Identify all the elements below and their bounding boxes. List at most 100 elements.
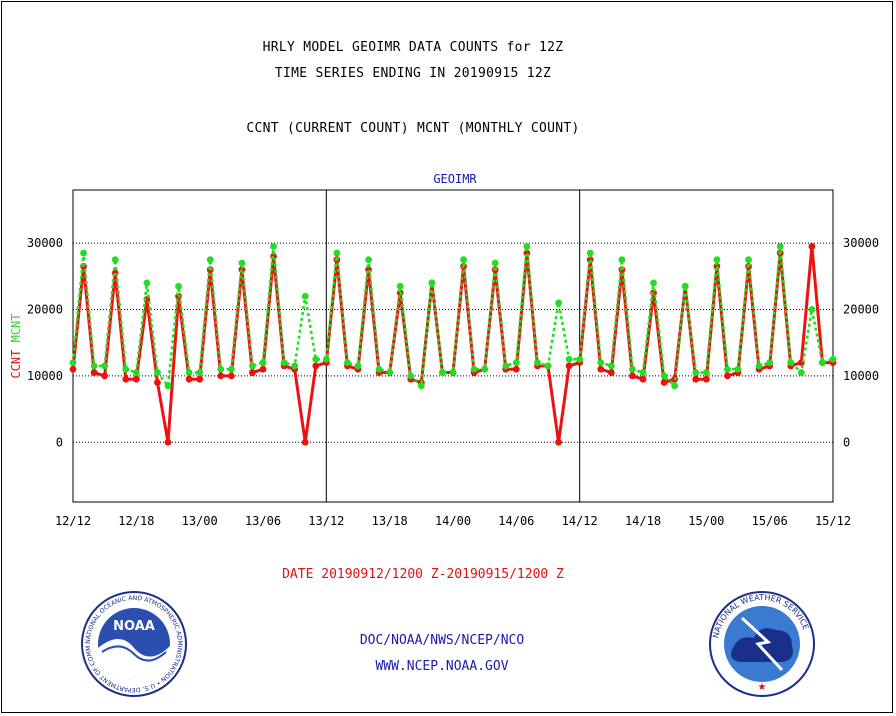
data-point-mcnt <box>175 282 182 290</box>
data-point-mcnt <box>111 256 119 264</box>
data-point-ccnt <box>196 375 204 383</box>
data-point-ccnt <box>565 362 573 370</box>
data-point-mcnt <box>417 382 425 390</box>
data-point-mcnt <box>502 362 510 370</box>
data-point-ccnt <box>249 369 256 376</box>
data-point-mcnt <box>249 362 256 370</box>
data-point-ccnt <box>629 372 636 380</box>
data-point-ccnt <box>259 365 267 373</box>
data-point-mcnt <box>766 359 774 366</box>
data-point-mcnt <box>460 256 467 264</box>
svg-text:★: ★ <box>758 682 767 693</box>
x-tick-label: 13/12 <box>308 514 344 528</box>
data-point-mcnt <box>291 362 299 370</box>
data-point-ccnt <box>122 375 130 383</box>
plot-area <box>72 189 834 503</box>
data-point-mcnt <box>544 362 552 370</box>
data-point-ccnt <box>69 365 77 373</box>
data-point-mcnt <box>439 369 446 376</box>
y-tick-label-right: 0 <box>843 435 850 449</box>
series-line-ccnt <box>71 244 833 444</box>
data-point-mcnt <box>629 365 636 373</box>
data-point-mcnt <box>534 359 541 366</box>
data-point-ccnt <box>90 369 98 376</box>
data-point-ccnt <box>301 438 309 446</box>
data-point-mcnt <box>565 355 573 363</box>
data-point-ccnt <box>227 372 235 380</box>
noaa-logo-text: NOAA <box>113 619 155 634</box>
y-tick-label-left: 30000 <box>27 236 63 250</box>
data-point-mcnt <box>523 243 531 250</box>
data-point-mcnt <box>122 365 130 373</box>
noaa-logo-icon: NOAA NATIONAL OCEANIC AND ATMOSPHERIC AD… <box>80 590 187 697</box>
data-point-ccnt <box>164 438 172 446</box>
data-point-mcnt <box>365 256 372 264</box>
data-point-ccnt <box>217 372 225 380</box>
data-point-ccnt <box>512 365 520 373</box>
data-point-mcnt <box>470 365 478 373</box>
data-point-mcnt <box>143 279 151 287</box>
url-link[interactable]: WWW.NCEP.NOAA.GOV <box>375 659 509 674</box>
data-point-mcnt <box>227 365 235 373</box>
data-point-mcnt <box>797 369 805 376</box>
x-tick-label: 13/00 <box>182 514 218 528</box>
data-point-mcnt <box>206 256 214 264</box>
data-point-mcnt <box>702 369 710 376</box>
data-point-mcnt <box>734 365 742 373</box>
y-tick-label-left: 20000 <box>27 302 63 316</box>
data-point-mcnt <box>238 259 246 267</box>
data-point-ccnt <box>185 375 193 383</box>
chart-title-line1: HRLY MODEL GEOIMR DATA COUNTS for 12Z <box>262 40 564 55</box>
data-point-mcnt <box>650 279 657 287</box>
x-tick-label: 13/06 <box>245 514 281 528</box>
data-point-ccnt <box>597 365 605 373</box>
data-point-mcnt <box>555 299 562 307</box>
x-tick-label: 15/00 <box>688 514 724 528</box>
data-point-mcnt <box>396 282 404 290</box>
x-tick-label: 13/18 <box>372 514 408 528</box>
y-tick-label-left: 10000 <box>27 369 63 383</box>
data-point-ccnt <box>154 379 161 386</box>
data-point-mcnt <box>333 249 341 257</box>
data-point-mcnt <box>671 382 679 390</box>
date-range: DATE 20190912/1200 Z-20190915/1200 Z <box>282 567 564 582</box>
x-tick-label: 14/12 <box>562 514 598 528</box>
data-point-mcnt <box>407 372 415 380</box>
y-axis-label-mcnt: MCNT <box>9 313 23 349</box>
data-point-ccnt <box>724 372 731 380</box>
x-tick-label: 14/18 <box>625 514 661 528</box>
chart-subtitle: CCNT (CURRENT COUNT) MCNT (MONTHLY COUNT… <box>246 121 580 136</box>
data-point-mcnt <box>196 369 204 376</box>
data-point-mcnt <box>101 362 109 370</box>
data-point-mcnt <box>164 382 172 390</box>
data-point-mcnt <box>819 359 826 366</box>
data-point-mcnt <box>607 362 615 370</box>
data-point-mcnt <box>80 249 87 257</box>
y-axis-label-ccnt: CCNT <box>9 350 23 379</box>
data-point-mcnt <box>745 256 752 264</box>
data-point-ccnt <box>808 243 816 250</box>
data-point-mcnt <box>69 359 77 366</box>
data-point-mcnt <box>808 306 816 313</box>
data-point-mcnt <box>597 359 605 366</box>
x-tick-label: 14/06 <box>498 514 534 528</box>
data-point-mcnt <box>755 362 763 370</box>
data-point-mcnt <box>586 249 594 257</box>
x-tick-label: 12/12 <box>55 514 91 528</box>
x-tick-label: 15/06 <box>752 514 788 528</box>
data-point-ccnt <box>312 362 320 370</box>
data-point-mcnt <box>618 256 626 264</box>
data-point-mcnt <box>713 256 721 264</box>
data-point-mcnt <box>386 369 394 376</box>
data-point-ccnt <box>692 375 700 383</box>
data-point-mcnt <box>692 369 700 376</box>
data-point-ccnt <box>639 375 647 383</box>
x-tick-label: 14/00 <box>435 514 471 528</box>
org-text: DOC/NOAA/NWS/NCEP/NCO <box>359 633 525 648</box>
data-point-ccnt <box>555 438 562 446</box>
data-point-mcnt <box>270 243 277 250</box>
data-point-mcnt <box>481 365 489 373</box>
data-point-mcnt <box>217 365 225 373</box>
data-point-mcnt <box>829 355 837 363</box>
